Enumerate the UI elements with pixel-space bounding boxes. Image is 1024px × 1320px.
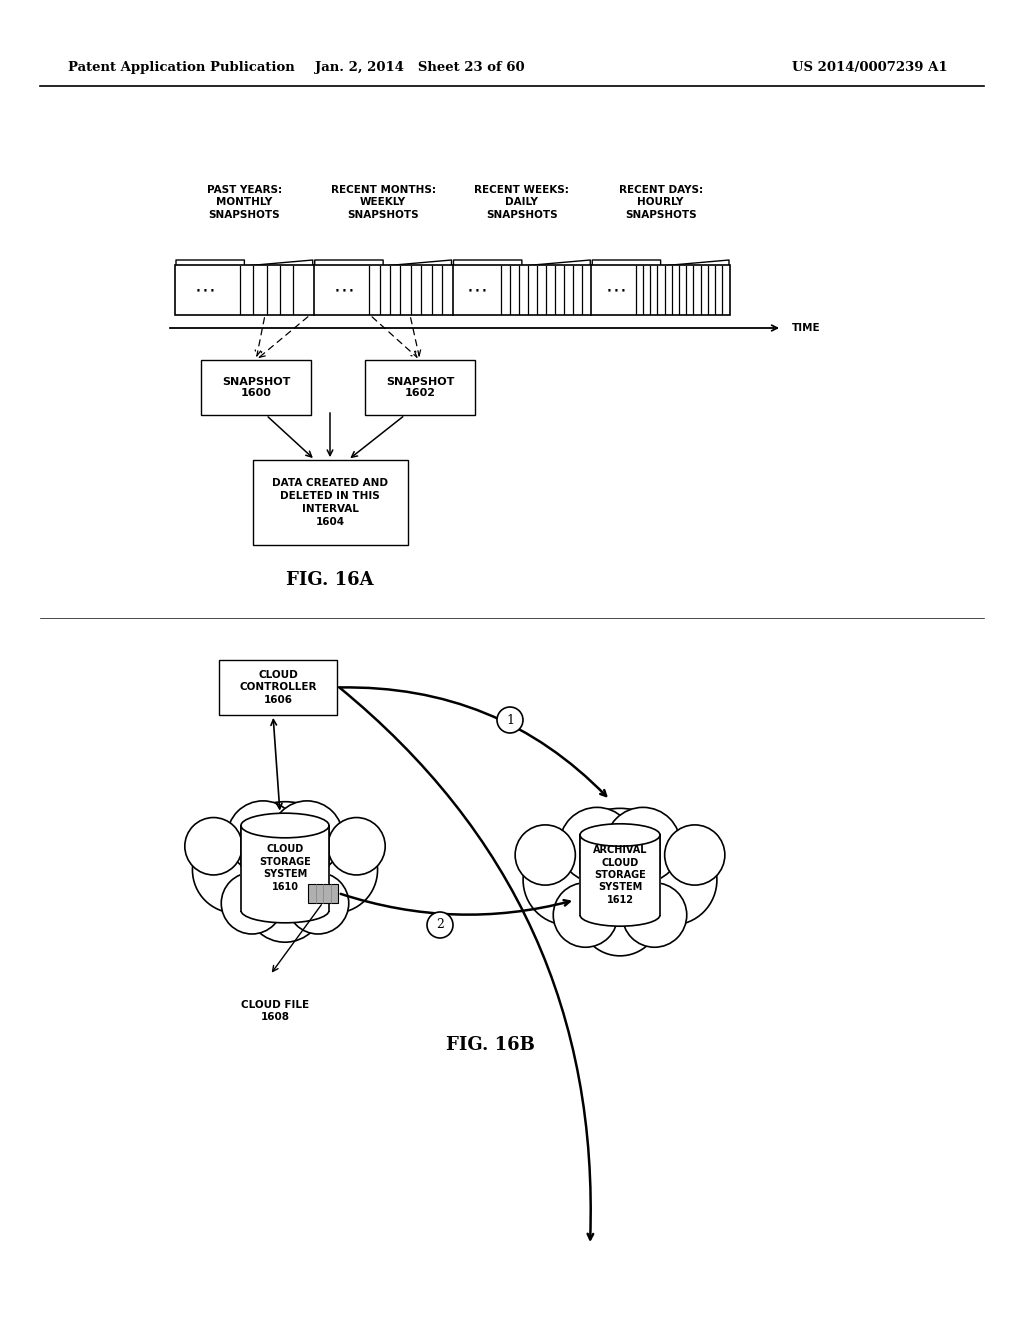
Text: 2: 2	[436, 919, 444, 932]
Text: Jan. 2, 2014   Sheet 23 of 60: Jan. 2, 2014 Sheet 23 of 60	[315, 62, 525, 74]
Circle shape	[227, 801, 299, 873]
Text: RECENT DAYS:
HOURLY
SNAPSHOTS: RECENT DAYS: HOURLY SNAPSHOTS	[618, 185, 702, 220]
Ellipse shape	[241, 813, 329, 838]
Circle shape	[288, 873, 349, 935]
Bar	[253, 459, 408, 545]
Circle shape	[427, 912, 453, 939]
Circle shape	[271, 801, 343, 873]
Text: CLOUD FILE
1608: CLOUD FILE 1608	[241, 1001, 309, 1022]
Text: ⋯: ⋯	[606, 280, 627, 300]
Ellipse shape	[241, 898, 329, 923]
Bar	[580, 836, 660, 915]
Circle shape	[523, 834, 613, 925]
Circle shape	[184, 817, 243, 875]
Bar	[240, 867, 330, 911]
Circle shape	[553, 808, 687, 941]
Text: ⋯: ⋯	[467, 280, 487, 300]
Bar	[219, 660, 337, 715]
Bar	[201, 360, 311, 414]
Circle shape	[627, 834, 717, 925]
Text: RECENT WEEKS:
DAILY
SNAPSHOTS: RECENT WEEKS: DAILY SNAPSHOTS	[474, 185, 569, 220]
Bar	[308, 883, 338, 903]
Bar	[241, 825, 329, 911]
Bar	[579, 874, 662, 915]
Ellipse shape	[580, 904, 660, 927]
Text: FIG. 16B: FIG. 16B	[445, 1036, 535, 1053]
Text: ⋯: ⋯	[334, 280, 354, 300]
Circle shape	[328, 817, 385, 875]
Circle shape	[559, 808, 635, 883]
Text: ⋯: ⋯	[196, 280, 216, 300]
Text: DATA CREATED AND
DELETED IN THIS
INTERVAL
1604: DATA CREATED AND DELETED IN THIS INTERVA…	[272, 478, 388, 527]
Bar	[175, 265, 730, 315]
Text: PAST YEARS:
MONTHLY
SNAPSHOTS: PAST YEARS: MONTHLY SNAPSHOTS	[207, 185, 282, 220]
Circle shape	[580, 874, 660, 956]
Text: CLOUD
CONTROLLER
1606: CLOUD CONTROLLER 1606	[240, 671, 316, 705]
Text: FIG. 16A: FIG. 16A	[286, 572, 374, 589]
Circle shape	[221, 801, 348, 929]
Circle shape	[605, 808, 681, 883]
Circle shape	[221, 873, 283, 935]
Circle shape	[515, 825, 575, 886]
Bar	[365, 360, 475, 414]
Text: 1: 1	[506, 714, 514, 726]
Text: CLOUD
STORAGE
SYSTEM
1610: CLOUD STORAGE SYSTEM 1610	[259, 845, 311, 891]
Text: ARCHIVAL
CLOUD
STORAGE
SYSTEM
1612: ARCHIVAL CLOUD STORAGE SYSTEM 1612	[593, 845, 647, 904]
Text: RECENT MONTHS:
WEEKLY
SNAPSHOTS: RECENT MONTHS: WEEKLY SNAPSHOTS	[331, 185, 435, 220]
Ellipse shape	[580, 824, 660, 846]
Circle shape	[193, 826, 279, 913]
Circle shape	[292, 826, 378, 913]
Circle shape	[665, 825, 725, 886]
Circle shape	[553, 883, 617, 948]
Circle shape	[623, 883, 687, 948]
Text: SNAPSHOT
1602: SNAPSHOT 1602	[386, 376, 455, 399]
Circle shape	[497, 708, 523, 733]
Text: SNAPSHOT
1600: SNAPSHOT 1600	[222, 376, 290, 399]
Text: Patent Application Publication: Patent Application Publication	[68, 62, 295, 74]
Text: TIME: TIME	[792, 323, 820, 333]
Circle shape	[246, 865, 324, 942]
Text: US 2014/0007239 A1: US 2014/0007239 A1	[793, 62, 948, 74]
